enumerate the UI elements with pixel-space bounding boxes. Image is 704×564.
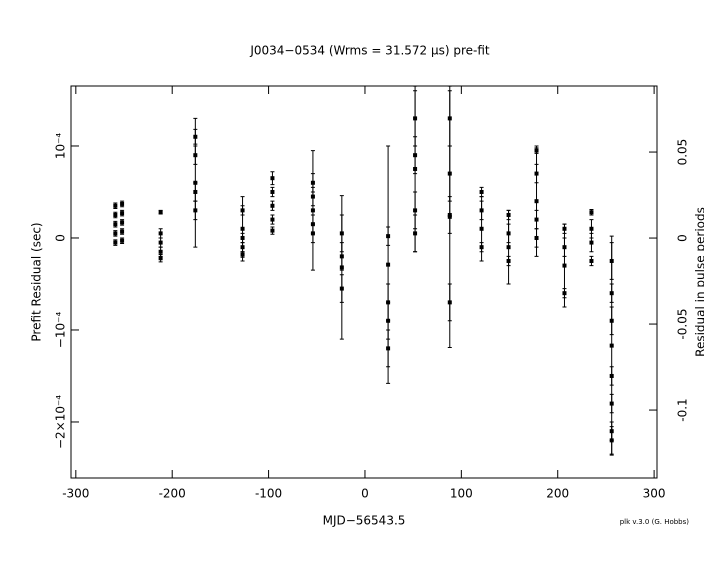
data-point	[609, 401, 614, 406]
data-point	[479, 226, 484, 231]
data-point	[339, 286, 344, 291]
y-tick-label: 0	[54, 234, 68, 242]
data-point	[158, 210, 163, 215]
data-point	[270, 217, 275, 222]
data-point	[120, 238, 125, 243]
data-point	[534, 235, 539, 240]
data-point	[447, 300, 452, 305]
data-point	[120, 201, 125, 206]
data-point	[240, 245, 245, 250]
data-point	[534, 217, 539, 222]
data-point	[413, 208, 418, 213]
data-point	[413, 166, 418, 171]
x-tick-label: 0	[361, 487, 369, 501]
data-point	[158, 231, 163, 236]
data-point	[589, 226, 594, 231]
data-point	[113, 222, 118, 227]
data-point	[589, 210, 594, 215]
y-tick-label: −10⁻⁴	[54, 312, 68, 349]
data-point	[386, 346, 391, 351]
data-point	[479, 245, 484, 250]
data-point	[589, 258, 594, 263]
data-point	[310, 231, 315, 236]
data-point	[270, 203, 275, 208]
data-point	[120, 211, 125, 216]
data-point	[609, 343, 614, 348]
data-point	[120, 220, 125, 225]
data-point	[240, 235, 245, 240]
data-point	[270, 189, 275, 194]
data-point	[158, 240, 163, 245]
x-tick-label: 200	[546, 487, 569, 501]
data-point	[270, 228, 275, 233]
data-point	[386, 262, 391, 267]
data-point	[113, 240, 118, 245]
x-tick-label: 100	[450, 487, 473, 501]
data-point	[113, 203, 118, 208]
y2-tick-label: 0.05	[676, 139, 690, 166]
chart-title: J0034−0534 (Wrms = 31.572 μs) pre-fit	[249, 44, 490, 58]
data-point	[158, 256, 163, 261]
y2-tick-label: -0.1	[676, 398, 690, 421]
y-tick-label: 10⁻⁴	[54, 133, 68, 160]
y-tick-label: −2×10⁻⁴	[54, 395, 68, 449]
y-axis-label: Prefit Residual (sec)	[30, 222, 44, 341]
y2-tick-label: 0	[676, 234, 690, 242]
data-point	[113, 212, 118, 217]
data-point	[506, 245, 511, 250]
data-point	[310, 208, 315, 213]
data-point	[339, 265, 344, 270]
x-tick-label: -300	[62, 487, 89, 501]
x-tick-label: -200	[159, 487, 186, 501]
data-point	[589, 240, 594, 245]
data-point	[609, 438, 614, 443]
y2-tick-label: -0.05	[676, 309, 690, 340]
data-point	[113, 231, 118, 236]
data-point	[270, 176, 275, 181]
data-point	[562, 263, 567, 268]
data-point	[479, 189, 484, 194]
x-tick-label: -100	[255, 487, 282, 501]
data-point	[609, 373, 614, 378]
x-axis-label: MJD−56543.5	[323, 514, 406, 528]
data-point	[193, 208, 198, 213]
data-point	[158, 249, 163, 254]
data-point	[240, 252, 245, 257]
data-point	[413, 231, 418, 236]
plot-frame	[70, 85, 658, 479]
data-point	[562, 291, 567, 296]
data-point	[506, 258, 511, 263]
x-tick-label: 300	[643, 487, 666, 501]
y2-axis-label: Residual in pulse periods	[694, 207, 704, 357]
data-point	[193, 189, 198, 194]
data-point	[386, 318, 391, 323]
data-point	[120, 229, 125, 234]
data-point	[240, 226, 245, 231]
data-point	[447, 212, 452, 217]
footer: plk v.3.0 (G. Hobbs)	[620, 518, 690, 526]
data-point	[534, 199, 539, 204]
